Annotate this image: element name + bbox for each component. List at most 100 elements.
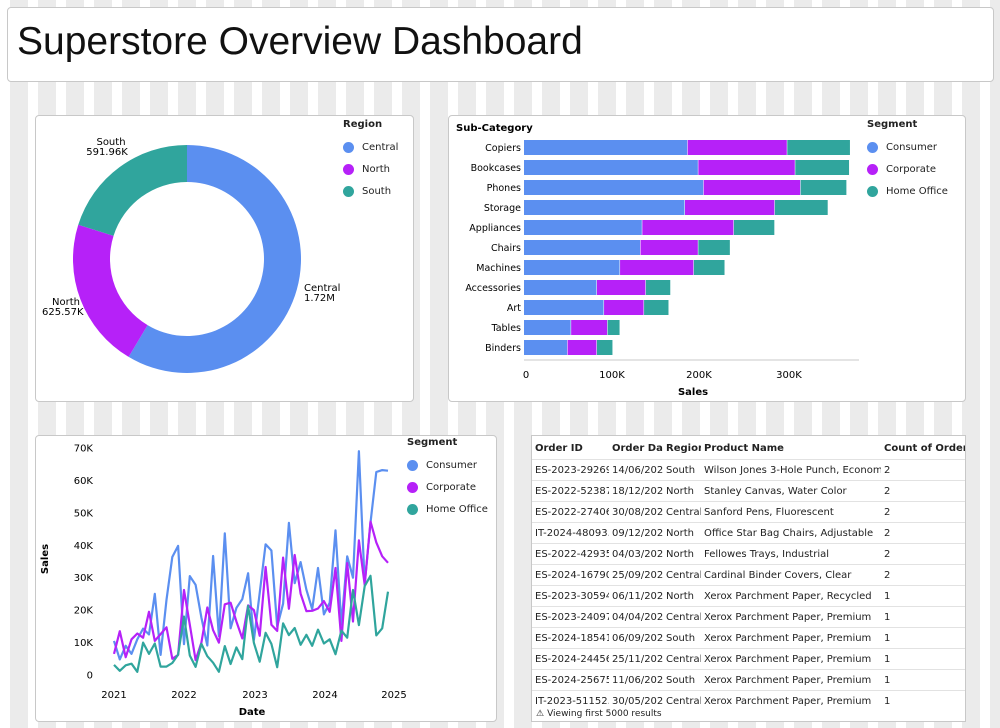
line-series-home-office[interactable] xyxy=(113,574,390,673)
cell-product-name: Xerox Parchment Paper, Premium xyxy=(701,669,881,691)
cell-order-date: 30/05/2023 xyxy=(609,690,663,711)
donut-slice-central[interactable] xyxy=(128,145,301,373)
cell-order-id: ES-2022-42935... xyxy=(532,543,609,565)
bar-machines-consumer[interactable] xyxy=(524,260,620,275)
legend-item-corporate[interactable]: Corporate xyxy=(407,476,488,498)
bar-phones-home-office[interactable] xyxy=(800,180,847,195)
subcategory-bar-chart[interactable]: Sub-Category Copiers Bookcases Phones Stora… xyxy=(449,116,859,401)
cell-order-id: ES-2022-52387... xyxy=(532,480,609,502)
table-row[interactable]: ES-2024-18541...06/09/2024SouthXerox Par… xyxy=(532,627,965,649)
table-row[interactable]: ES-2023-30594...06/11/2023NorthXerox Par… xyxy=(532,585,965,607)
bar-bookcases-corporate[interactable] xyxy=(698,160,795,175)
region-donut-chart[interactable]: South 591.96K North 625.57K Central 1.72… xyxy=(36,116,413,401)
bar-bookcases-home-office[interactable] xyxy=(795,160,850,175)
legend-item-consumer[interactable]: Consumer xyxy=(867,136,948,158)
cell-order-date: 04/03/2022 xyxy=(609,543,663,565)
bar-appliances-home-office[interactable] xyxy=(733,220,775,235)
bar-chairs-corporate[interactable] xyxy=(640,240,698,255)
table-row[interactable]: IT-2023-51152...30/05/2023CentralXerox P… xyxy=(532,690,965,711)
legend-item-corporate[interactable]: Corporate xyxy=(867,158,948,180)
donut-slice-south[interactable] xyxy=(78,145,187,236)
home-office-dot-icon xyxy=(407,503,418,515)
column-header-order-id[interactable]: Order ID xyxy=(535,442,583,454)
cell-region: Central xyxy=(663,648,701,670)
column-header-region[interactable]: Region xyxy=(666,442,701,454)
cell-product-name: Stanley Canvas, Water Color xyxy=(701,480,881,502)
legend-item-home-office[interactable]: Home Office xyxy=(867,180,948,202)
bar-tables-corporate[interactable] xyxy=(571,320,608,335)
bar-appliances-corporate[interactable] xyxy=(642,220,734,235)
table-row[interactable]: ES-2022-42935...04/03/2022NorthFellowes … xyxy=(532,543,965,565)
bar-accessories-consumer[interactable] xyxy=(524,280,597,295)
cell-product-name: Wilson Jones 3-Hole Punch, Economy xyxy=(701,459,881,481)
table-row[interactable]: IT-2024-48093...09/12/2024NorthOffice St… xyxy=(532,522,965,544)
bar-accessories-corporate[interactable] xyxy=(596,280,646,295)
bar-accessories-home-office[interactable] xyxy=(645,280,671,295)
bar-binders-corporate[interactable] xyxy=(567,340,597,355)
cell-region: Central xyxy=(663,690,701,711)
sales-line-card[interactable]: Sales 0 10K 20K 30K 40K 50K 60K 70K 2021 2022 2… xyxy=(35,435,497,722)
bar-binders-consumer[interactable] xyxy=(524,340,568,355)
orders-table[interactable]: Order ID Order Da... Region Product Name… xyxy=(532,437,965,711)
sales-line-chart[interactable]: Sales 0 10K 20K 30K 40K 50K 60K 70K 2021 2022 2… xyxy=(36,436,406,721)
legend-label: Home Office xyxy=(886,185,948,197)
bar-storage-corporate[interactable] xyxy=(684,200,775,215)
bar-chairs-home-office[interactable] xyxy=(698,240,730,255)
bar-machines-home-office[interactable] xyxy=(693,260,725,275)
bar-copiers-consumer[interactable] xyxy=(524,140,688,155)
legend-item-consumer[interactable]: Consumer xyxy=(407,454,488,476)
bar-machines-corporate[interactable] xyxy=(620,260,694,275)
bar-tables-consumer[interactable] xyxy=(524,320,571,335)
legend-label: Home Office xyxy=(426,503,488,515)
bar-storage-consumer[interactable] xyxy=(524,200,685,215)
table-header-row: Order ID Order Da... Region Product Name… xyxy=(532,437,965,460)
table-row[interactable]: ES-2023-24097...04/04/2023CentralXerox P… xyxy=(532,606,965,628)
legend-label: Central xyxy=(362,141,399,153)
bar-storage-home-office[interactable] xyxy=(774,200,828,215)
column-header-product-name[interactable]: Product Name xyxy=(704,442,784,454)
bar-bookcases-consumer[interactable] xyxy=(524,160,698,175)
table-row[interactable]: ES-2024-16790...25/09/2024CentralCardina… xyxy=(532,564,965,586)
region-legend-title: Region xyxy=(343,119,383,130)
bar-x-tick: 100K xyxy=(599,370,625,381)
bar-category-label: Bookcases xyxy=(471,163,521,174)
table-row[interactable]: ES-2022-52387...18/12/2022NorthStanley C… xyxy=(532,480,965,502)
bar-chairs-consumer[interactable] xyxy=(524,240,641,255)
legend-label: North xyxy=(362,163,390,175)
bar-appliances-consumer[interactable] xyxy=(524,220,642,235)
legend-item-central[interactable]: Central xyxy=(343,136,398,158)
bar-copiers-home-office[interactable] xyxy=(787,140,850,155)
table-row[interactable]: ES-2023-29269...14/06/2023SouthWilson Jo… xyxy=(532,459,965,481)
line-y-tick: 70K xyxy=(74,444,94,455)
bar-category-label: Binders xyxy=(485,343,521,354)
bar-copiers-corporate[interactable] xyxy=(687,140,787,155)
table-row[interactable]: ES-2022-27406...30/08/2022CentralSanford… xyxy=(532,501,965,523)
donut-label-central-name: Central xyxy=(304,283,340,294)
orders-table-card[interactable]: Order ID Order Da... Region Product Name… xyxy=(531,435,966,722)
bar-art-home-office[interactable] xyxy=(644,300,669,315)
legend-item-south[interactable]: South xyxy=(343,180,398,202)
page-title: Superstore Overview Dashboard xyxy=(17,20,583,63)
bar-phones-consumer[interactable] xyxy=(524,180,704,195)
column-header-order-date[interactable]: Order Da... xyxy=(612,442,663,454)
bar-phones-corporate[interactable] xyxy=(703,180,801,195)
table-row[interactable]: ES-2024-25675...11/06/2024SouthXerox Par… xyxy=(532,669,965,691)
bar-art-corporate[interactable] xyxy=(604,300,644,315)
bar-binders-home-office[interactable] xyxy=(596,340,613,355)
subcategory-bar-card[interactable]: Sub-Category Copiers Bookcases Phones Stora… xyxy=(448,115,966,402)
donut-slice-north[interactable] xyxy=(73,224,148,357)
region-donut-card[interactable]: South 591.96K North 625.57K Central 1.72… xyxy=(35,115,414,402)
legend-item-home-office[interactable]: Home Office xyxy=(407,498,488,520)
line-y-tick: 0 xyxy=(87,671,93,682)
line-series-corporate[interactable] xyxy=(112,520,389,662)
home-office-dot-icon xyxy=(867,185,878,197)
column-header-count[interactable]: Count of Order... xyxy=(884,442,965,454)
legend-item-north[interactable]: North xyxy=(343,158,398,180)
table-row[interactable]: ES-2024-24456...25/11/2024CentralXerox P… xyxy=(532,648,965,670)
cell-product-name: Cardinal Binder Covers, Clear xyxy=(701,564,881,586)
cell-region: Central xyxy=(663,564,701,586)
cell-count: 2 xyxy=(881,459,965,481)
bar-tables-home-office[interactable] xyxy=(607,320,620,335)
cell-count: 1 xyxy=(881,669,965,691)
bar-art-consumer[interactable] xyxy=(524,300,604,315)
